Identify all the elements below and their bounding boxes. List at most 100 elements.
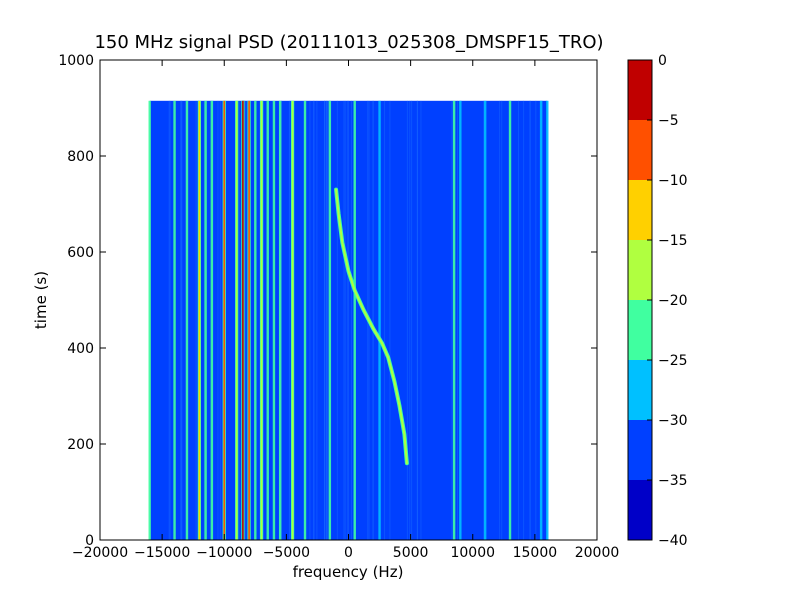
plot-area [99,59,598,541]
colorbar-tick-label: 0 [658,53,667,69]
heatmap-texture [323,100,325,541]
y-tick-label: 600 [67,245,94,261]
y-tick-label: 1000 [58,53,94,69]
spectral-line-bright [223,100,226,541]
heatmap-texture [529,100,531,541]
x-tick-label: −15000 [134,545,190,561]
colorbar-tick-label: −35 [658,473,688,489]
heatmap-texture [203,100,205,541]
spectral-line-bright [235,100,238,541]
spectral-line-faint [278,100,282,541]
chart-title: 150 MHz signal PSD (20111013_025308_DMSP… [94,32,603,53]
heatmap-texture [313,100,315,541]
colorbar-segment [628,480,652,540]
colorbar-segment [628,120,652,180]
doppler-trace [335,188,408,465]
y-tick-label: 200 [67,437,94,453]
colorbar-tick-label: −5 [658,113,679,129]
heatmap-texture [517,100,519,541]
spectral-line-faint [459,100,462,541]
heatmap-texture [343,100,345,541]
colorbar-tick-label: −10 [658,173,688,189]
spectral-line-faint [148,100,151,541]
heatmap-background [149,100,548,541]
colorbar-tick-label: −25 [658,353,688,369]
heatmap-texture [384,100,386,541]
heatmap-texture [451,100,453,541]
x-tick-label: 10000 [450,545,495,561]
colorbar-segment [628,360,652,420]
colorbar-tick-label: −20 [658,293,688,309]
y-tick-label: 800 [67,149,94,165]
heatmap-texture [324,100,326,541]
heatmap-texture [246,100,248,541]
x-axis-label: frequency (Hz) [293,563,404,581]
spectral-line-faint [452,100,456,541]
x-tick-label: 15000 [513,545,558,561]
spectral-line-faint [353,100,356,541]
spectral-line-faint [254,100,257,541]
heatmap-texture [523,100,525,541]
heatmap-texture [238,100,240,541]
heatmap-texture [288,100,290,541]
spectral-line-bright [291,100,294,541]
heatmap-texture [195,100,197,541]
heatmap-texture [501,100,503,541]
colorbar: −40 −35 −30 −25 −20 −15 −10 −5 0 [627,53,688,549]
colorbar-segment [628,420,652,480]
heatmap-texture [217,100,219,541]
x-tick-label: 20000 [575,545,620,561]
heatmap-texture [409,100,411,541]
spectral-line-faint [483,100,487,541]
heatmap-texture [168,100,170,541]
spectral-line-faint [539,100,543,541]
heatmap-texture [347,100,349,541]
y-axis-label: time (s) [32,271,50,329]
spectral-line-bright [260,100,263,541]
heatmap-texture [324,100,326,541]
spectral-line-faint [210,100,214,541]
heatmap-layer [148,100,549,541]
heatmap-texture [499,100,501,541]
heatmap-texture [346,100,348,541]
heatmap-texture [372,100,374,541]
heatmap-texture [326,100,328,541]
heatmap-texture [316,100,318,541]
spectral-line-bright [248,100,250,541]
spectral-line-faint [266,100,269,541]
spectral-line-faint [546,100,549,541]
colorbar-tick-label: −15 [658,233,688,249]
heatmap-texture [535,100,537,541]
heatmap-texture [406,100,408,541]
heatmap-texture [181,100,183,541]
heatmap-texture [336,100,338,541]
heatmap-texture [244,100,246,541]
heatmap-texture [180,100,182,541]
spectral-line-faint [185,100,189,541]
heatmap-texture [372,100,374,541]
heatmap-texture [416,100,418,541]
heatmap-texture [289,100,291,541]
spectral-line-faint [328,100,332,541]
heatmap-texture [325,100,327,541]
colorbar-segment [628,60,652,120]
x-axis: −20000 −15000 −10000 −5000 0 5000 10000 15000 20… [72,60,619,561]
colorbar-segment [628,300,652,360]
heatmap-texture [351,100,353,541]
colorbar-tick-label: −30 [658,413,688,429]
heatmap-texture [420,100,422,541]
heatmap-texture [483,100,485,541]
spectral-line-faint [272,100,276,541]
spectral-line-faint [378,100,381,541]
heatmap-texture [389,100,391,541]
colorbar-segment [628,180,652,240]
x-tick-label: −10000 [196,545,252,561]
heatmap-texture [529,100,531,541]
heatmap-texture [262,100,264,541]
spectral-line-faint [303,100,307,541]
heatmap-texture [309,100,311,541]
heatmap-texture [416,100,418,541]
x-tick-label: 0 [344,545,353,561]
x-tick-label: 5000 [393,545,429,561]
